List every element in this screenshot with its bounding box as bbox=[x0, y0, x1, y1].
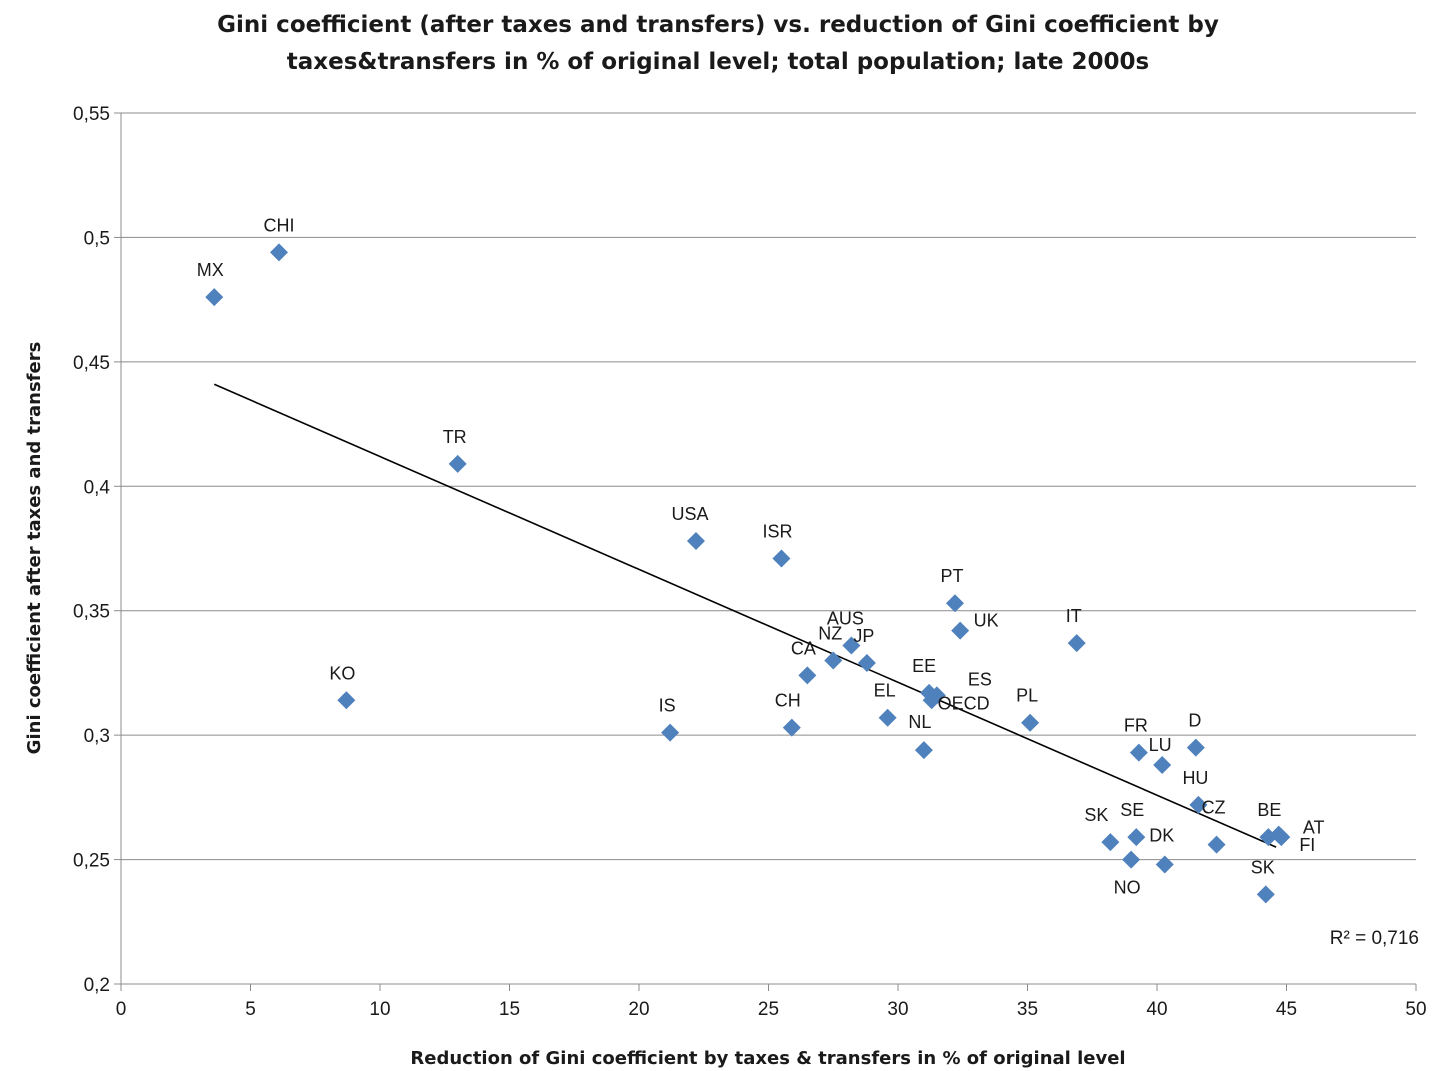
y-tick-label: 0,55 bbox=[73, 104, 110, 125]
point-label: EE bbox=[912, 656, 936, 676]
point-label: BE bbox=[1257, 800, 1281, 820]
x-tick-label: 50 bbox=[1405, 999, 1426, 1020]
x-tick-label: 25 bbox=[758, 999, 779, 1020]
data-point bbox=[842, 636, 861, 655]
x-tick-label: 30 bbox=[887, 999, 908, 1020]
point-label: PL bbox=[1016, 686, 1038, 706]
point-label: LU bbox=[1149, 735, 1172, 755]
data-point bbox=[1186, 738, 1205, 757]
data-point bbox=[337, 691, 356, 710]
data-point bbox=[798, 666, 817, 685]
point-label: UK bbox=[974, 611, 999, 631]
data-point bbox=[1272, 828, 1291, 847]
point-label: ISR bbox=[762, 521, 792, 541]
x-tick-label: 10 bbox=[369, 999, 390, 1020]
point-label: CZ bbox=[1202, 798, 1226, 818]
r-squared-label: R² = 0,716 bbox=[1330, 928, 1419, 949]
y-tick-label: 0,3 bbox=[84, 726, 110, 747]
y-tick-label: 0,45 bbox=[73, 353, 110, 374]
point-label: TR bbox=[443, 427, 467, 447]
x-tick-label: 15 bbox=[499, 999, 520, 1020]
data-point bbox=[927, 686, 946, 705]
point-label: CHI bbox=[263, 215, 294, 235]
data-point bbox=[1155, 855, 1174, 874]
gridlines bbox=[121, 112, 1416, 861]
data-point bbox=[945, 594, 964, 613]
y-tick-label: 0,4 bbox=[84, 477, 111, 498]
y-tick-label: 0,25 bbox=[73, 851, 110, 872]
data-point bbox=[1122, 850, 1141, 869]
data-point bbox=[1067, 634, 1086, 653]
data-point bbox=[1021, 713, 1040, 732]
x-tick-labels: 0 5 10 15 20 25 30 35 40 45 50 bbox=[116, 999, 1427, 1020]
data-point bbox=[661, 723, 680, 742]
data-point bbox=[824, 651, 843, 670]
y-tick-labels: 0,2 0,25 0,3 0,35 0,4 0,45 0,5 0,55 bbox=[73, 104, 110, 996]
data-point bbox=[951, 621, 970, 640]
data-point bbox=[1101, 833, 1120, 852]
point-label: MX bbox=[197, 260, 224, 280]
point-label: IT bbox=[1066, 606, 1082, 626]
chart-title-line-1: Gini coefficient (after taxes and transf… bbox=[217, 12, 1219, 38]
data-point bbox=[857, 653, 876, 672]
data-point bbox=[1153, 756, 1172, 775]
x-tick-label: 5 bbox=[245, 999, 256, 1020]
y-tick-label: 0,5 bbox=[84, 228, 110, 249]
y-tick-label: 0,2 bbox=[84, 975, 110, 996]
point-label: USA bbox=[671, 504, 708, 524]
data-point bbox=[1129, 743, 1148, 762]
point-label: EL bbox=[874, 681, 896, 701]
point-label: CH bbox=[775, 691, 801, 711]
data-point bbox=[1207, 835, 1226, 854]
data-point bbox=[205, 288, 224, 307]
point-label: NO bbox=[1114, 878, 1141, 898]
data-point bbox=[269, 243, 288, 262]
trendline bbox=[213, 383, 1277, 848]
data-point bbox=[1256, 885, 1275, 904]
data-points bbox=[205, 243, 1291, 904]
data-point bbox=[448, 454, 467, 473]
point-label: NL bbox=[908, 712, 931, 732]
point-label: AUS bbox=[827, 609, 864, 629]
chart-title-line-2: taxes&transfers in % of original level; … bbox=[287, 49, 1149, 75]
x-tick-label: 40 bbox=[1146, 999, 1167, 1020]
point-label: FI bbox=[1299, 835, 1315, 855]
data-point bbox=[782, 718, 801, 737]
data-point bbox=[914, 741, 933, 760]
point-label: SE bbox=[1120, 800, 1144, 820]
data-point bbox=[686, 532, 705, 551]
point-label: KO bbox=[329, 663, 355, 683]
point-label: NZ bbox=[818, 623, 842, 643]
point-label: SK bbox=[1084, 805, 1108, 825]
y-tick-label: 0,35 bbox=[73, 602, 110, 623]
x-tick-label: 45 bbox=[1276, 999, 1297, 1020]
point-label: IS bbox=[659, 696, 676, 716]
point-label: AT bbox=[1303, 818, 1325, 838]
point-label: JP bbox=[853, 626, 874, 646]
data-point bbox=[878, 708, 897, 727]
x-tick-label: 35 bbox=[1017, 999, 1038, 1020]
data-point bbox=[1127, 828, 1146, 847]
point-label: OECD bbox=[938, 693, 990, 713]
point-label: HU bbox=[1182, 768, 1208, 788]
x-tick-label: 20 bbox=[628, 999, 649, 1020]
y-axis-title: Gini coefficient after taxes and transfe… bbox=[24, 342, 45, 755]
point-label: PT bbox=[940, 566, 963, 586]
data-point bbox=[772, 549, 791, 568]
point-label: CA bbox=[791, 638, 816, 658]
point-label: FR bbox=[1124, 716, 1148, 736]
trendline-group bbox=[213, 383, 1277, 848]
data-point bbox=[1189, 795, 1208, 814]
point-label: DK bbox=[1149, 826, 1174, 846]
point-label: ES bbox=[968, 669, 992, 689]
x-axis-title: Reduction of Gini coefficient by taxes &… bbox=[410, 1048, 1125, 1069]
axes bbox=[114, 112, 1417, 991]
point-label: D bbox=[1188, 711, 1201, 731]
point-label: SK bbox=[1251, 857, 1275, 877]
x-tick-label: 0 bbox=[116, 999, 127, 1020]
